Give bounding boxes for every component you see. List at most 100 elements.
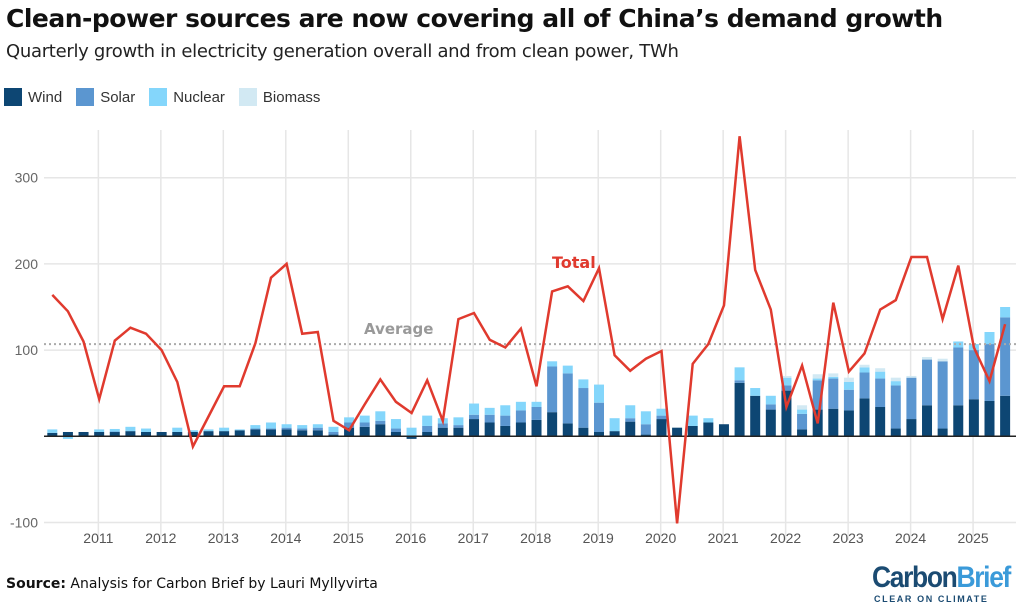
bar-wind [906,419,917,437]
bar-wind [484,422,495,437]
bar-solar [812,380,823,410]
bar-nuclear [94,429,105,432]
legend-swatch-nuclear [149,88,168,106]
bar-wind [281,429,292,437]
x-tick-label: 2024 [895,530,926,546]
bar-wind [94,431,105,437]
bar-nuclear [890,381,901,386]
bar-nuclear [219,427,230,432]
x-tick-label: 2012 [145,530,176,546]
x-tick-label: 2020 [645,530,676,546]
bar-solar [922,359,933,406]
total-line-group [51,136,1007,524]
bar-solar [531,406,542,420]
bar-solar [109,431,120,433]
bar-nuclear [312,424,323,428]
bar-nuclear [297,425,308,429]
logo-word1: Carbon [872,561,958,594]
bar-wind [953,405,964,437]
bar-wind [547,412,558,437]
bar-solar [968,350,979,400]
bar-biomass [859,364,870,368]
bar-nuclear [875,371,886,379]
bar-wind [312,430,323,437]
bar-wind [968,399,979,437]
x-tick-label: 2023 [833,530,864,546]
bar-solar [594,402,604,432]
bar-nuclear [578,379,589,389]
bar-wind [765,409,776,437]
bar-nuclear [141,428,152,432]
legend-label: Solar [100,88,136,106]
x-tick-label: 2015 [333,530,364,546]
bar-nuclear [344,417,355,423]
bar-solar [250,428,261,430]
bar-nuclear [812,378,823,381]
bar-biomass [922,356,933,360]
bar-solar [344,422,355,428]
bar-wind [453,427,464,437]
bar-solar [984,344,995,401]
legend-label: Biomass [262,88,321,106]
bar-wind [875,406,886,437]
bar-nuclear [703,418,714,423]
bar-wind [687,425,698,437]
bar-wind [265,429,276,437]
bar-biomass [937,358,948,362]
bar-solar [843,389,854,411]
source-text: Analysis for Carbon Brief by Lauri Mylly… [70,576,378,592]
bar-wind [594,431,604,437]
bar-wind [500,425,511,437]
bar-nuclear [797,409,808,414]
bar-solar [765,404,776,410]
bar-nuclear [359,415,370,423]
bar-nuclear [453,417,464,426]
carbon-brief-logo: CarbonBrief CLEAR ON CLIMATE [872,561,1024,605]
y-tick-label: -100 [10,515,38,531]
bar-biomass [781,375,792,378]
source-label: Source: [6,576,66,592]
x-tick-label: 2013 [208,530,239,546]
bar-wind [843,410,854,437]
bar-wind [344,427,355,437]
bar-solar [437,423,448,428]
chart-subtitle: Quarterly growth in electricity generati… [6,41,679,62]
bar-nuclear [781,377,792,386]
total-annotation: Total [552,253,596,272]
x-tick-label: 2018 [520,530,551,546]
bar-wind [750,395,761,437]
bar-wind [250,429,261,437]
legend-item-biomass: Biomass [238,88,321,106]
bar-nuclear [640,411,651,425]
bar-wind [422,431,433,437]
bar-wind [672,427,683,437]
y-tick-label: 300 [15,170,39,186]
chart-plot: -100 100 200 300 2011 2012 2013 2014 2015 2016 201… [10,130,1016,546]
bar-nuclear [531,401,542,407]
bar-wind [937,428,948,437]
bar-nuclear [750,388,761,396]
bar-nuclear [47,429,58,433]
bar-nuclear [500,405,511,416]
legend-item-nuclear: Nuclear [149,88,225,106]
bar-wind [234,430,245,437]
bar-biomass [828,373,839,377]
bar-nuclear [172,427,183,432]
bar-biomass [890,377,901,382]
source-note: Source: Analysis for Carbon Brief by Lau… [6,576,378,592]
bar-nuclear [375,411,386,421]
bar-nuclear [984,331,995,345]
bar-nuclear [390,419,401,429]
bar-solar [734,380,745,383]
bar-solar [953,347,964,406]
chart-title: Clean-power sources are now covering all… [6,4,943,33]
bar-solar [890,385,901,429]
bar-solar [375,420,386,425]
bar-nuclear [109,428,120,432]
bar-solar [937,361,948,429]
bar-wind [984,400,995,437]
bar-wind [375,424,386,437]
total-line [51,136,1007,524]
bar-solar [265,428,276,430]
bar-nuclear [687,415,698,426]
